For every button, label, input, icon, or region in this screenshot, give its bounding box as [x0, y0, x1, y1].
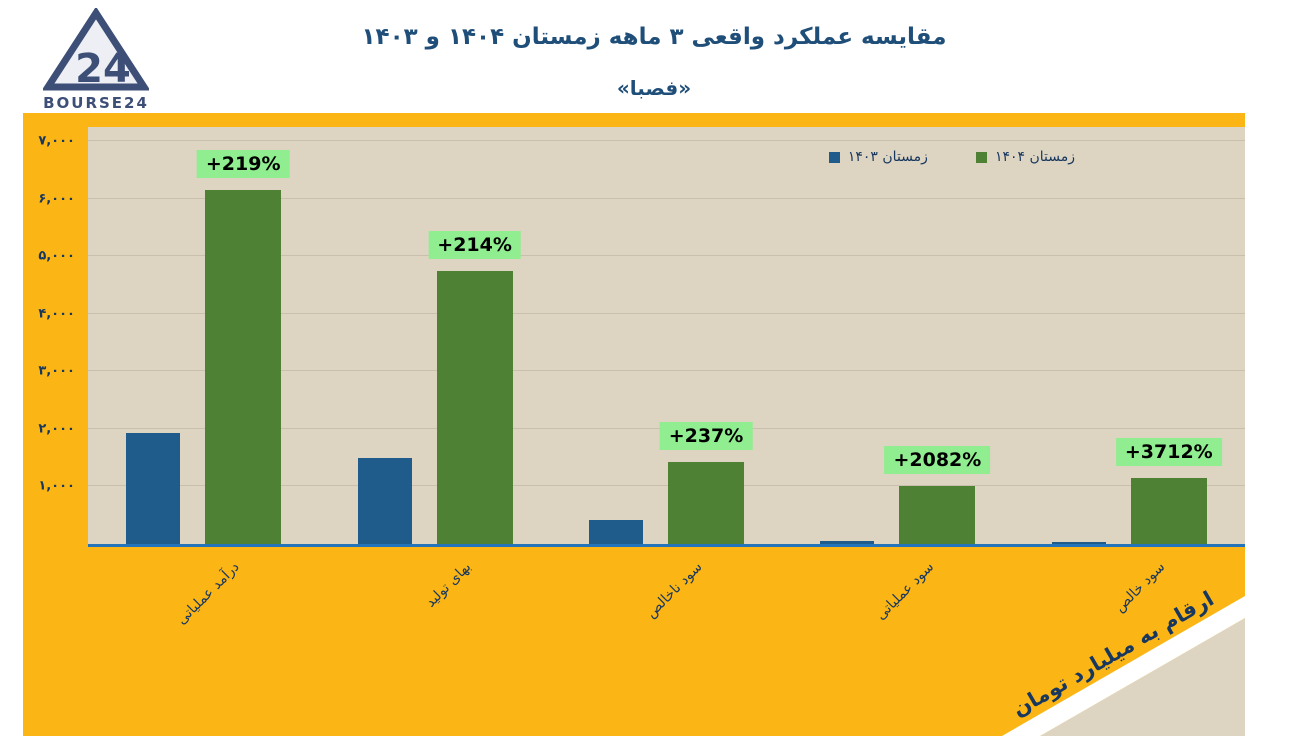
- legend: زمستان ۱۴۰۳ زمستان ۱۴۰۴: [828, 149, 1075, 165]
- bar-series0-cat3: [820, 541, 875, 544]
- bar-series0-cat4: [1051, 542, 1106, 544]
- legend-label-1404: زمستان ۱۴۰۴: [994, 149, 1075, 165]
- gridline: [88, 370, 1245, 372]
- bar-series1-cat3: [899, 486, 976, 544]
- y-tick-label: ۳,۰۰۰: [38, 363, 75, 379]
- y-tick-label: ۴,۰۰۰: [38, 306, 75, 322]
- change-label-cat1: +214%: [428, 230, 521, 259]
- y-tick-label: ۲,۰۰۰: [38, 421, 75, 437]
- change-label-cat0: +219%: [196, 149, 290, 178]
- bourse24-triangle-icon: 24: [41, 6, 151, 92]
- page-title: مقایسه عملکرد واقعی ۳ ماهه زمستان ۱۴۰۴ و…: [361, 24, 947, 50]
- legend-swatch-blue: [828, 151, 840, 163]
- bar-series0-cat0: [126, 432, 181, 544]
- x-category-label: سود عملیاتی: [873, 559, 938, 624]
- logo-wordmark: BOURSE24: [43, 94, 149, 112]
- y-tick-label: ۵,۰۰۰: [38, 248, 75, 264]
- gridline: [88, 485, 1245, 487]
- gridline: [88, 312, 1245, 314]
- gridline: [88, 255, 1245, 257]
- x-category-label: بهای تولید: [422, 559, 475, 611]
- y-tick-label: ۶,۰۰۰: [38, 191, 75, 207]
- legend-item-1403: زمستان ۱۴۰۳: [828, 149, 928, 165]
- x-category-label: درآمد عملیاتی: [174, 559, 244, 628]
- gridline: [88, 197, 1245, 199]
- change-label-cat2: +237%: [659, 421, 753, 450]
- bar-series0-cat1: [357, 457, 412, 544]
- corner-ribbon-decoration: [1002, 596, 1245, 736]
- bar-series1-cat4: [1130, 477, 1207, 544]
- x-axis-line: [88, 544, 1245, 547]
- bar-series1-cat2: [668, 461, 744, 544]
- page-subtitle: «فصبا»: [616, 76, 692, 100]
- y-tick-label: ۷,۰۰۰: [38, 133, 75, 149]
- x-category-label: سود ناخالص: [643, 559, 706, 622]
- bar-series1-cat1: [436, 270, 513, 544]
- bourse24-logo: 24 BOURSE24: [38, 6, 154, 112]
- legend-swatch-green: [975, 151, 987, 163]
- plot-area: زمستان ۱۴۰۳ زمستان ۱۴۰۴ +219% +214% +237% +…: [88, 127, 1245, 547]
- legend-item-1404: زمستان ۱۴۰۴: [975, 149, 1075, 165]
- bar-series0-cat2: [589, 519, 643, 544]
- legend-label-1403: زمستان ۱۴۰۳: [847, 149, 928, 165]
- y-tick-label: ۱,۰۰۰: [38, 478, 75, 494]
- change-label-cat3: +2082%: [884, 446, 991, 475]
- bar-series1-cat0: [205, 189, 282, 544]
- logo-badge: 24: [75, 46, 131, 92]
- chart-panel: ۱,۰۰۰ ۲,۰۰۰ ۳,۰۰۰ ۴,۰۰۰ ۵,۰۰۰ ۶,۰۰۰ ۷,۰۰۰ زمست…: [23, 113, 1245, 736]
- y-axis: ۱,۰۰۰ ۲,۰۰۰ ۳,۰۰۰ ۴,۰۰۰ ۵,۰۰۰ ۶,۰۰۰ ۷,۰۰۰: [23, 127, 81, 547]
- change-label-cat4: +3712%: [1115, 437, 1222, 466]
- gridline: [88, 140, 1245, 141]
